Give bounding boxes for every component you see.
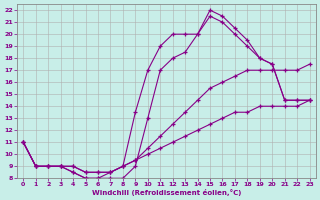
X-axis label: Windchill (Refroidissement éolien,°C): Windchill (Refroidissement éolien,°C): [92, 189, 241, 196]
